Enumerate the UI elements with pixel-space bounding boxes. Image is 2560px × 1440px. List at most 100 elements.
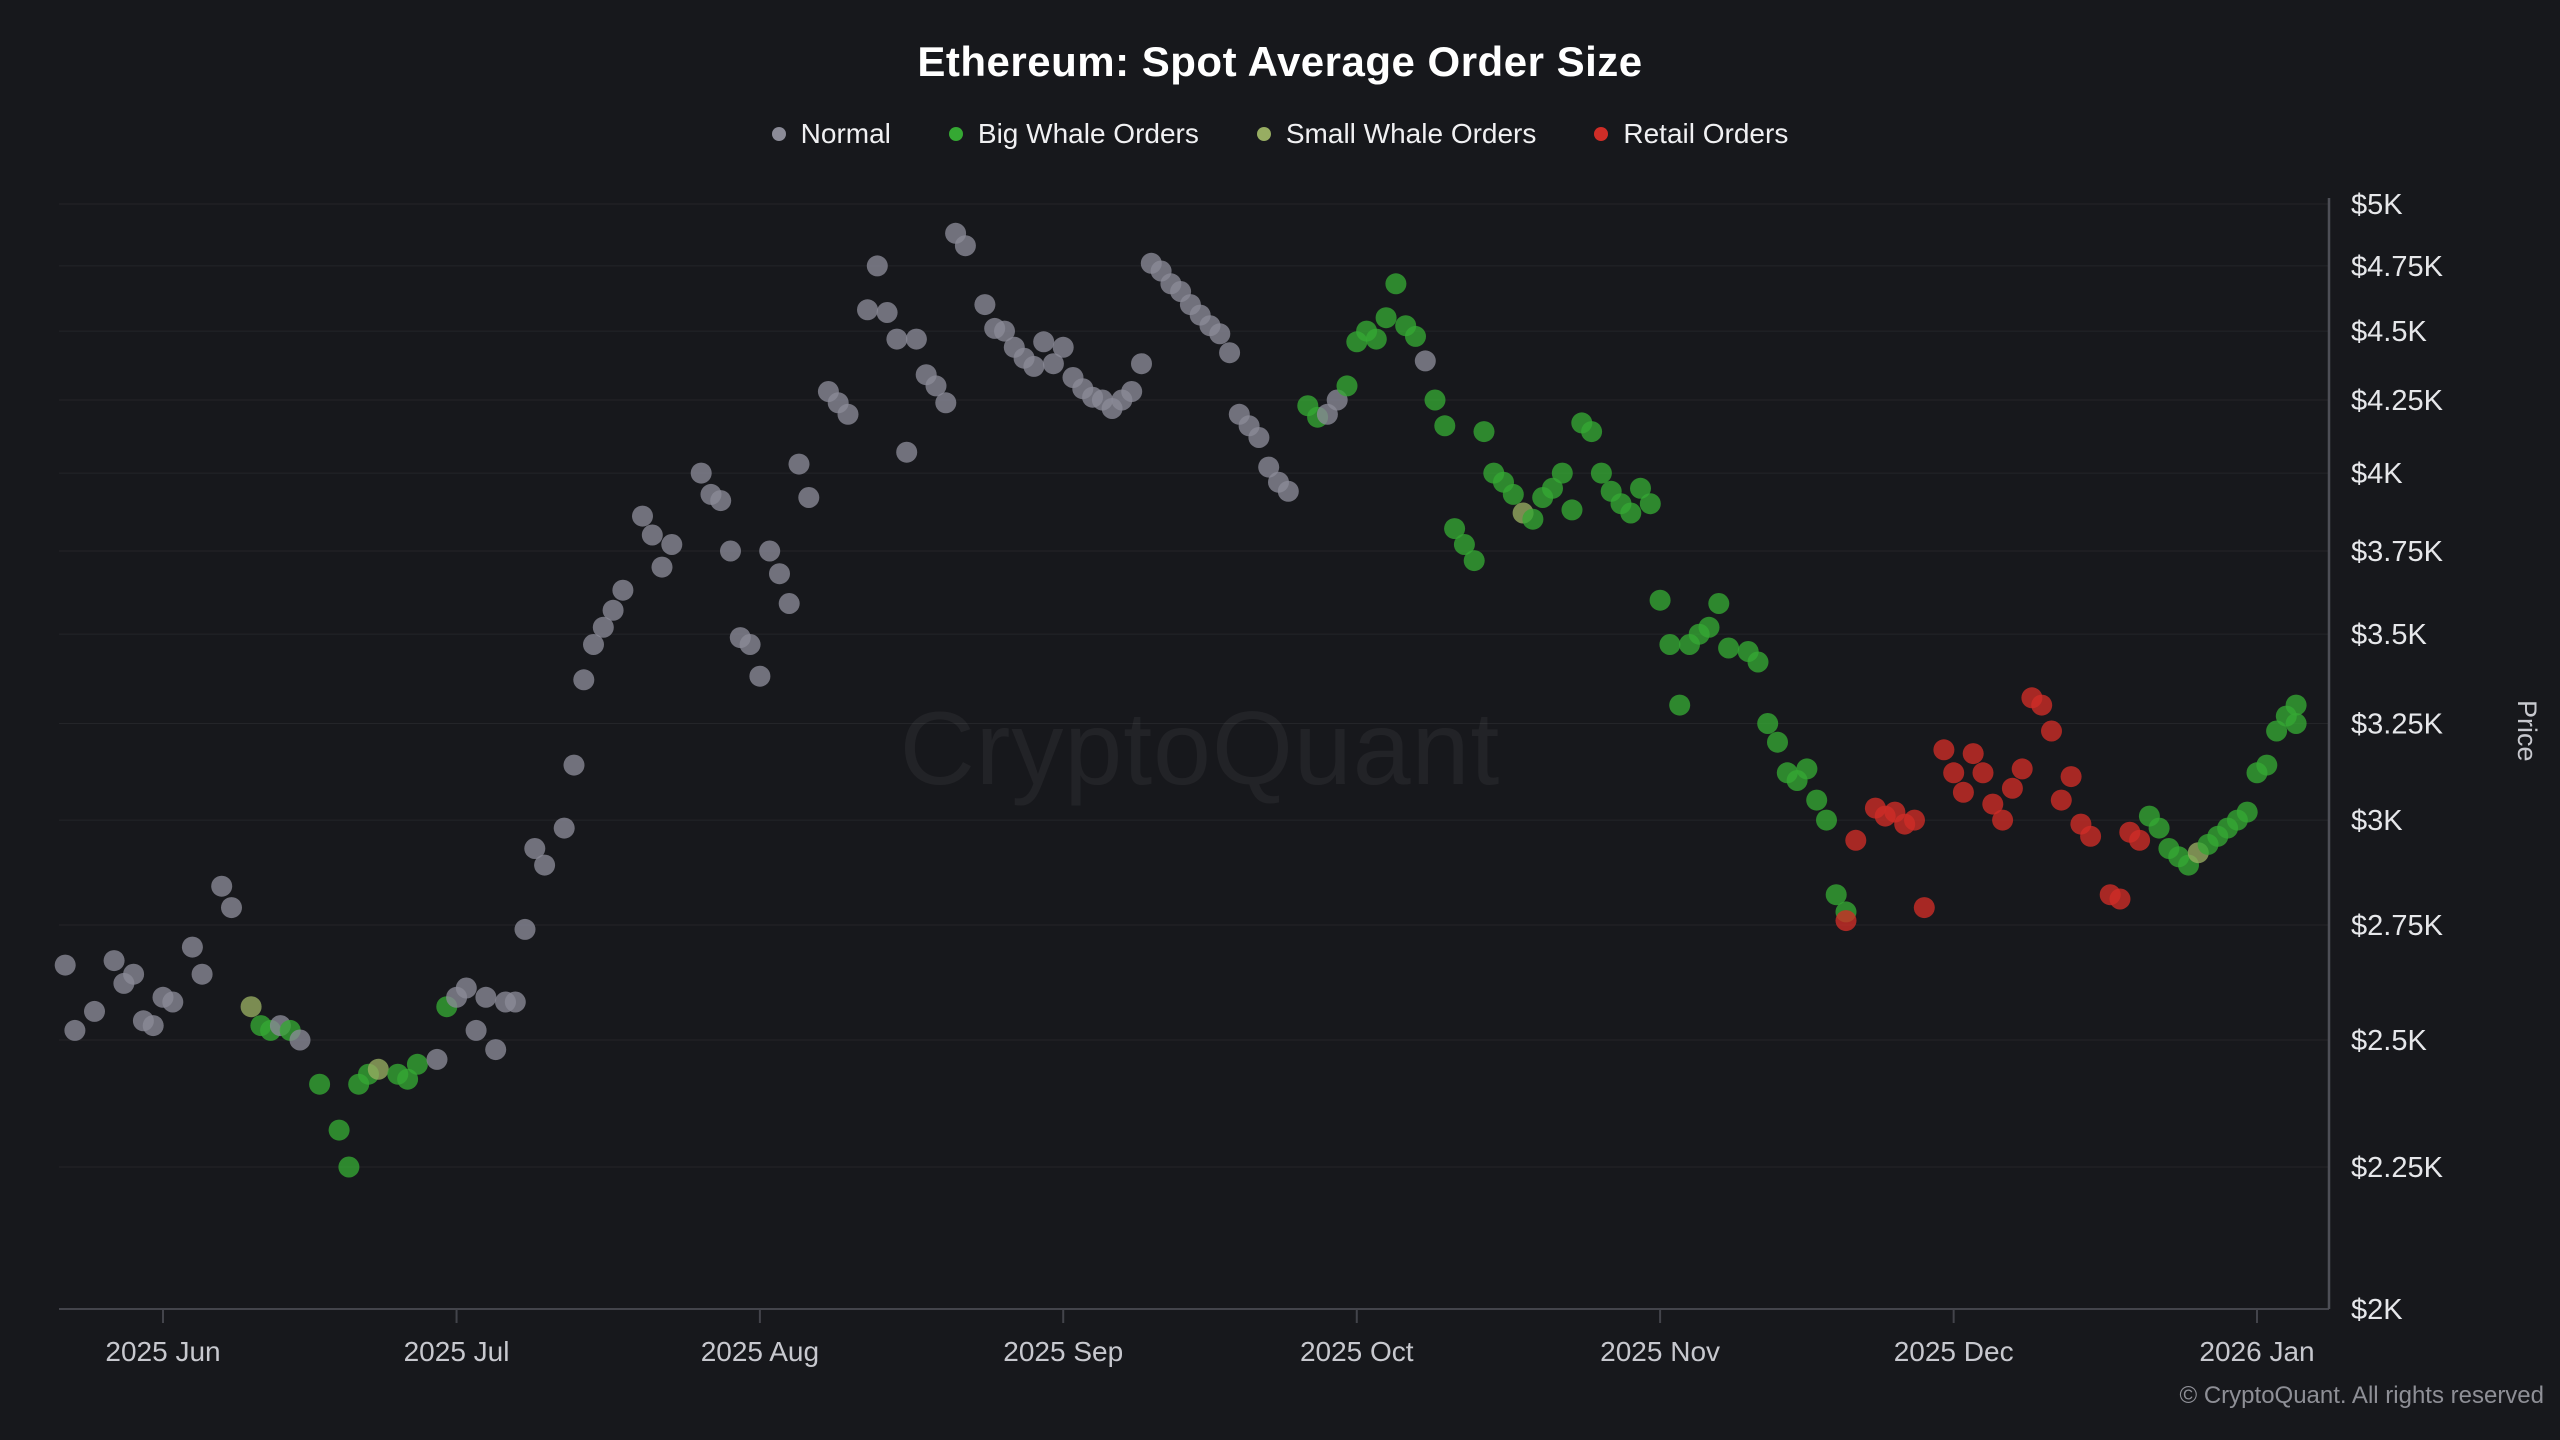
legend-item-big_whale[interactable]: Big Whale Orders [948, 118, 1199, 150]
data-point-normal [935, 392, 957, 414]
data-point-big_whale [1796, 758, 1818, 780]
data-point-big_whale [1336, 375, 1358, 397]
data-point-normal [1277, 480, 1299, 502]
data-point-big_whale [1747, 651, 1769, 673]
data-point-big_whale [1434, 415, 1456, 437]
data-point-normal [1248, 427, 1270, 448]
data-point-normal [455, 977, 477, 999]
data-point-normal [720, 540, 741, 562]
legend-dot-big_whale [948, 127, 963, 141]
data-point-big_whale [338, 1156, 360, 1178]
data-point-big_whale [1825, 884, 1847, 906]
data-point-normal [690, 462, 712, 484]
data-point-retail [1943, 762, 1965, 784]
data-point-normal [103, 950, 125, 972]
y-tick-label-$3.75K: $3.75K [2351, 536, 2444, 568]
data-point-normal [221, 897, 242, 919]
data-point-big_whale [2256, 754, 2278, 776]
data-point-big_whale [1463, 550, 1485, 572]
data-point-retail [2109, 888, 2131, 910]
data-point-normal [1042, 353, 1064, 375]
data-point-small_whale [367, 1058, 389, 1080]
data-point-big_whale [1424, 389, 1446, 411]
data-point-retail [2011, 758, 2033, 780]
data-point-big_whale [1542, 477, 1563, 499]
data-point-big_whale [1767, 731, 1788, 753]
legend-item-small_whale[interactable]: Small Whale Orders [1256, 118, 1537, 150]
legend-item-normal[interactable]: Normal [771, 118, 891, 150]
data-point-normal [553, 817, 575, 839]
data-point-retail [2041, 720, 2062, 742]
data-point-normal [759, 540, 781, 562]
data-point-normal [925, 375, 947, 397]
legend-label: Normal [800, 118, 891, 149]
data-point-big_whale [1698, 616, 1720, 638]
data-point-normal [749, 665, 771, 687]
data-point-normal [1023, 355, 1045, 377]
x-tick-label-2025 Sep: 2025 Sep [1003, 1336, 1123, 1367]
data-point-normal [612, 579, 634, 601]
data-point-normal [123, 963, 145, 985]
y-tick-label-$4.75K: $4.75K [2351, 251, 2444, 283]
y-tick-label-$3.25K: $3.25K [2351, 709, 2444, 741]
data-point-normal [837, 403, 859, 425]
data-point-normal [1258, 456, 1280, 478]
data-point-big_whale [1620, 502, 1642, 524]
data-point-big_whale [2285, 713, 2307, 734]
data-point-normal [573, 669, 595, 691]
data-point-big_whale [1649, 589, 1671, 611]
data-point-normal [1414, 350, 1436, 372]
data-point-big_whale [1630, 477, 1651, 499]
data-point-normal [465, 1019, 487, 1041]
data-point-big_whale [1551, 462, 1573, 484]
data-point-retail [1933, 739, 1955, 761]
data-point-normal [592, 616, 614, 638]
data-point-normal [514, 918, 536, 940]
data-point-retail [2050, 789, 2072, 811]
x-tick-label-2025 Nov: 2025 Nov [1600, 1336, 1720, 1367]
data-point-normal [181, 936, 203, 958]
legend-label: Retail Orders [1623, 118, 1789, 149]
data-point-big_whale [1581, 421, 1603, 443]
data-point-normal [64, 1019, 86, 1041]
data-point-normal [954, 235, 976, 257]
data-point-retail [1845, 829, 1867, 851]
data-point-normal [739, 634, 761, 655]
data-point-big_whale [1590, 462, 1612, 484]
chart-title: Ethereum: Spot Average Order Size [917, 38, 1643, 85]
data-point-normal [524, 838, 546, 859]
data-point-big_whale [2285, 694, 2307, 716]
data-point-normal [289, 1029, 311, 1051]
legend-item-retail[interactable]: Retail Orders [1594, 118, 1788, 150]
data-point-normal [504, 991, 526, 1013]
data-point-big_whale [1639, 493, 1661, 515]
data-point-big_whale [1375, 307, 1397, 329]
legend-label: Small Whale Orders [1285, 118, 1537, 149]
data-point-big_whale [1561, 499, 1583, 521]
data-point-retail [2129, 829, 2151, 851]
data-point-big_whale [1718, 637, 1740, 659]
data-point-retail [2001, 777, 2023, 799]
data-point-normal [905, 328, 927, 350]
data-point-retail [2031, 694, 2053, 716]
data-point-big_whale [1385, 273, 1407, 295]
data-point-retail [1913, 897, 1935, 919]
data-point-normal [1219, 342, 1241, 364]
data-point-retail [1982, 793, 2004, 815]
data-point-retail [1952, 781, 1974, 803]
y-tick-label-$4K: $4K [2351, 458, 2403, 490]
data-point-normal [769, 563, 790, 585]
y-tick-label-$3.5K: $3.5K [2351, 619, 2427, 651]
data-point-normal [211, 875, 233, 897]
data-point-small_whale [240, 996, 262, 1018]
data-point-big_whale [309, 1073, 331, 1095]
y-tick-label-$2.25K: $2.25K [2351, 1152, 2444, 1184]
legend-label: Big Whale Orders [977, 118, 1199, 149]
data-point-normal [475, 986, 497, 1008]
data-point-normal [857, 299, 878, 321]
data-point-normal [534, 854, 556, 876]
data-point-big_whale [2148, 817, 2170, 839]
legend-dot-normal [771, 127, 786, 141]
data-point-normal [1121, 381, 1143, 402]
